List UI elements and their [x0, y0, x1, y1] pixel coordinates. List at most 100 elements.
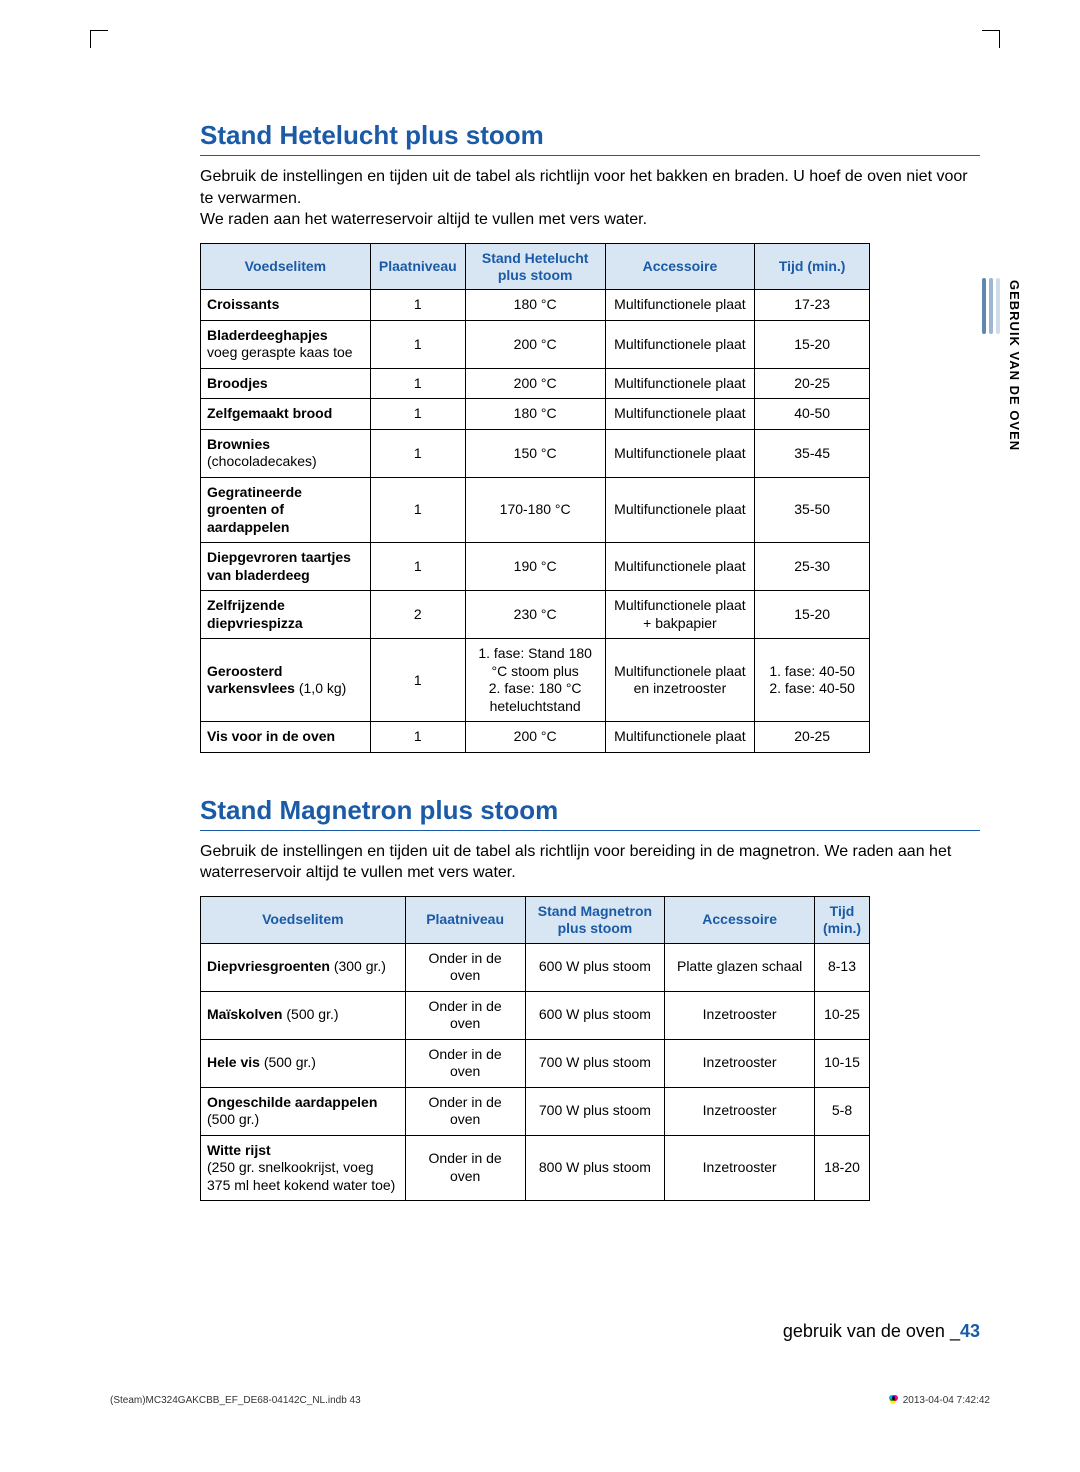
table-row: Diepvriesgroenten (300 gr.)Onder in de o… [201, 943, 870, 991]
cell-item: Diepvriesgroenten (300 gr.) [201, 943, 406, 991]
cell-time: 17-23 [755, 290, 870, 321]
cell-accessory: Multifunctionele plaat [605, 722, 755, 753]
section1-intro: Gebruik de instellingen en tijden uit de… [200, 166, 980, 231]
table-header: Voedselitem [201, 897, 406, 944]
cell-setting: 230 °C [465, 591, 605, 639]
cell-item: Vis voor in de oven [201, 722, 371, 753]
side-bar [989, 278, 993, 334]
table-header: Accessoire [665, 897, 815, 944]
table-header: Plaatniveau [405, 897, 525, 944]
cell-setting: 150 °C [465, 429, 605, 477]
table-row: Gegratineerde groenten of aardappelen117… [201, 477, 870, 543]
cell-accessory: Multifunctionele plaat + bakpapier [605, 591, 755, 639]
cell-accessory: Inzetrooster [665, 991, 815, 1039]
footer-text: gebruik van de oven _ [783, 1321, 960, 1341]
cell-accessory: Multifunctionele plaat [605, 320, 755, 368]
cell-accessory: Inzetrooster [665, 1135, 815, 1201]
cell-level: 1 [370, 290, 465, 321]
cell-time: 25-30 [755, 543, 870, 591]
side-bar [996, 278, 1000, 334]
cell-time: 1. fase: 40-502. fase: 40-50 [755, 639, 870, 722]
cell-setting: 200 °C [465, 368, 605, 399]
cell-time: 8-13 [815, 943, 870, 991]
cell-item: Maïskolven (500 gr.) [201, 991, 406, 1039]
print-footer: (Steam)MC324GAKCBB_EF_DE68-04142C_NL.ind… [110, 1395, 990, 1406]
cell-time: 35-45 [755, 429, 870, 477]
cell-item: Hele vis (500 gr.) [201, 1039, 406, 1087]
side-tab: GEBRUIK VAN DE OVEN [982, 278, 1022, 451]
table-row: Vis voor in de oven1200 °CMultifunctione… [201, 722, 870, 753]
section2-table: VoedselitemPlaatniveauStand Magnetron pl… [200, 896, 870, 1201]
cell-item: Gegratineerde groenten of aardappelen [201, 477, 371, 543]
cell-item: Bladerdeeghapjesvoeg geraspte kaas toe [201, 320, 371, 368]
cell-level: 1 [370, 368, 465, 399]
cell-setting: 800 W plus stoom [525, 1135, 665, 1201]
side-tab-bars [982, 278, 1003, 334]
table-header: Plaatniveau [370, 243, 465, 290]
table-row: Maïskolven (500 gr.)Onder in de oven600 … [201, 991, 870, 1039]
cell-time: 20-25 [755, 368, 870, 399]
print-footer-right: 2013-04-04 7:42:42 [889, 1395, 990, 1406]
section1-table: VoedselitemPlaatniveauStand Hetelucht pl… [200, 243, 870, 753]
cell-level: 1 [370, 429, 465, 477]
table-row: Zelfgemaakt brood1180 °CMultifunctionele… [201, 399, 870, 430]
cell-time: 5-8 [815, 1087, 870, 1135]
cell-time: 40-50 [755, 399, 870, 430]
page-footer: gebruik van de oven _43 [783, 1321, 980, 1342]
table-header: Voedselitem [201, 243, 371, 290]
cell-level: 1 [370, 399, 465, 430]
crop-mark [90, 30, 108, 48]
cell-level: Onder in de oven [405, 1087, 525, 1135]
page: GEBRUIK VAN DE OVEN Stand Hetelucht plus… [0, 0, 1080, 1472]
table-row: Brownies(chocoladecakes)1150 °CMultifunc… [201, 429, 870, 477]
cell-level: 1 [370, 722, 465, 753]
cell-accessory: Inzetrooster [665, 1039, 815, 1087]
table-row: Hele vis (500 gr.)Onder in de oven700 W … [201, 1039, 870, 1087]
table-header: Tijd (min.) [755, 243, 870, 290]
table-row: Geroosterd varkensvlees (1,0 kg)11. fase… [201, 639, 870, 722]
cell-accessory: Multifunctionele plaat [605, 399, 755, 430]
cell-item: Witte rijst(250 gr. snelkookrijst, voeg … [201, 1135, 406, 1201]
cell-setting: 170-180 °C [465, 477, 605, 543]
cell-setting: 190 °C [465, 543, 605, 591]
cell-level: 1 [370, 320, 465, 368]
cell-setting: 180 °C [465, 399, 605, 430]
table-row: Ongeschilde aardappelen(500 gr.)Onder in… [201, 1087, 870, 1135]
table-row: Witte rijst(250 gr. snelkookrijst, voeg … [201, 1135, 870, 1201]
cell-time: 20-25 [755, 722, 870, 753]
cell-accessory: Multifunctionele plaat [605, 429, 755, 477]
table-row: Diepgevroren taartjes van bladerdeeg1190… [201, 543, 870, 591]
cell-setting: 200 °C [465, 722, 605, 753]
cell-setting: 200 °C [465, 320, 605, 368]
table-header: Accessoire [605, 243, 755, 290]
registration-icon [889, 1395, 899, 1405]
section2-table-wrap: VoedselitemPlaatniveauStand Magnetron pl… [200, 896, 980, 1201]
cell-level: Onder in de oven [405, 1135, 525, 1201]
print-footer-left: (Steam)MC324GAKCBB_EF_DE68-04142C_NL.ind… [110, 1395, 361, 1406]
cell-item: Diepgevroren taartjes van bladerdeeg [201, 543, 371, 591]
table-header: Tijd (min.) [815, 897, 870, 944]
cell-time: 10-15 [815, 1039, 870, 1087]
cell-accessory: Multifunctionele plaat [605, 368, 755, 399]
cell-item: Brownies(chocoladecakes) [201, 429, 371, 477]
cell-item: Geroosterd varkensvlees (1,0 kg) [201, 639, 371, 722]
side-bar [982, 278, 986, 334]
crop-mark [982, 30, 1000, 48]
section1-title: Stand Hetelucht plus stoom [200, 120, 980, 156]
cell-level: 2 [370, 591, 465, 639]
cell-accessory: Multifunctionele plaat en inzetrooster [605, 639, 755, 722]
cell-accessory: Platte glazen schaal [665, 943, 815, 991]
cell-item: Zelfgemaakt brood [201, 399, 371, 430]
cell-item: Zelfrijzende diepvriespizza [201, 591, 371, 639]
cell-accessory: Multifunctionele plaat [605, 477, 755, 543]
table-header: Stand Hetelucht plus stoom [465, 243, 605, 290]
section2-title: Stand Magnetron plus stoom [200, 795, 980, 831]
cell-accessory: Multifunctionele plaat [605, 543, 755, 591]
table-header: Stand Magnetron plus stoom [525, 897, 665, 944]
cell-setting: 700 W plus stoom [525, 1039, 665, 1087]
cell-item: Croissants [201, 290, 371, 321]
table-row: Bladerdeeghapjesvoeg geraspte kaas toe12… [201, 320, 870, 368]
table-row: Zelfrijzende diepvriespizza2230 °CMultif… [201, 591, 870, 639]
cell-item: Broodjes [201, 368, 371, 399]
cell-level: 1 [370, 543, 465, 591]
